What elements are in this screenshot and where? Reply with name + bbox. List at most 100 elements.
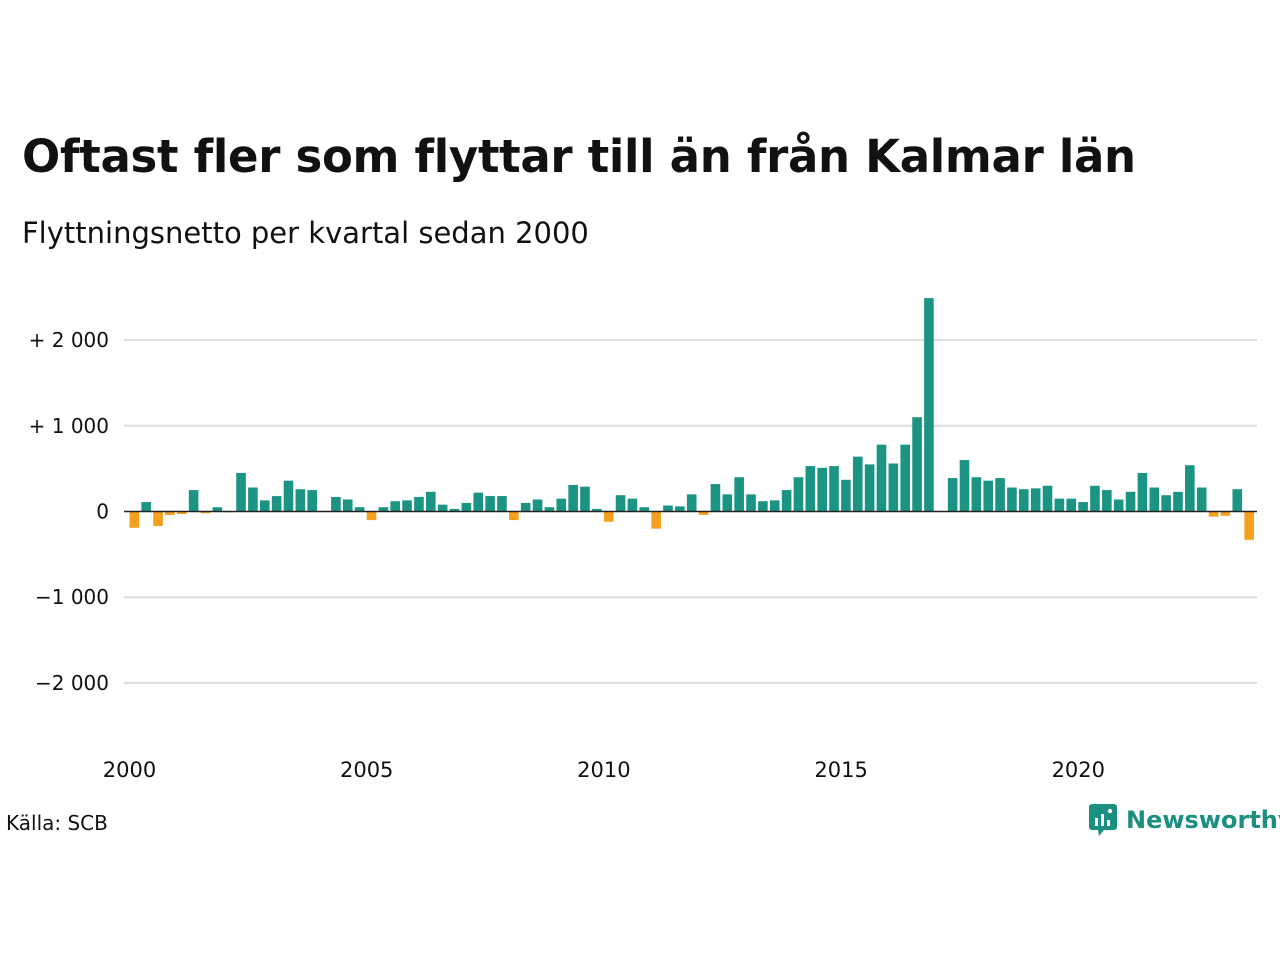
bar-positive: [485, 496, 495, 512]
bar-positive: [639, 507, 650, 512]
bar-positive: [1019, 489, 1029, 512]
bar-positive: [378, 507, 389, 512]
bar-positive: [271, 496, 282, 512]
bar-negative: [603, 511, 614, 522]
bar-positive: [627, 498, 638, 512]
y-tick-label: 0: [96, 500, 109, 524]
x-tick-label: 2000: [103, 758, 156, 782]
bar-positive: [971, 477, 982, 512]
bar-positive: [390, 501, 401, 512]
bar-chart: + 2 000 + 1 000 0 −1 000 −2 000 2000 2005 2010…: [29, 298, 1257, 782]
bar-positive: [829, 466, 839, 512]
bar-positive: [437, 504, 448, 512]
bar-positive: [556, 498, 567, 512]
y-tick-label: −1 000: [35, 585, 109, 609]
bar-positive: [520, 502, 531, 512]
bar-positive: [592, 508, 602, 512]
bar-positive: [769, 500, 780, 512]
bar-positive: [580, 486, 590, 512]
bar-positive: [924, 298, 934, 512]
bar-positive: [1066, 498, 1077, 512]
y-axis-labels: + 2 000 + 1 000 0 −1 000 −2 000: [29, 328, 109, 695]
bar-positive: [1125, 491, 1136, 512]
bars: [129, 298, 1254, 540]
bar-positive: [888, 463, 899, 512]
bar-positive: [959, 460, 970, 512]
bar-negative: [1208, 511, 1219, 517]
bar-positive: [1042, 485, 1053, 512]
bar-positive: [1196, 487, 1207, 512]
bar-positive: [805, 466, 816, 512]
bar-positive: [912, 417, 922, 512]
x-axis-labels: 2000 2005 2010 2015 2020: [103, 758, 1105, 782]
bar-positive: [331, 496, 341, 512]
bar-negative: [165, 511, 175, 515]
bar-positive: [532, 499, 543, 512]
bar-positive: [414, 496, 424, 512]
bar-positive: [781, 490, 792, 512]
y-tick-label: + 1 000: [29, 414, 109, 438]
bar-positive: [1185, 465, 1195, 512]
bar-positive: [473, 492, 484, 512]
bar-positive: [188, 490, 199, 512]
bar-positive: [1007, 487, 1017, 512]
y-tick-label: + 2 000: [29, 328, 109, 352]
bar-positive: [236, 472, 246, 512]
bar-positive: [734, 477, 744, 512]
grid-lines: [124, 339, 1257, 684]
bar-positive: [817, 467, 827, 512]
bar-positive: [141, 502, 151, 512]
x-tick-label: 2015: [814, 758, 867, 782]
bar-negative: [153, 511, 163, 527]
x-tick-label: 2010: [577, 758, 630, 782]
bar-positive: [710, 484, 721, 512]
bar-positive: [342, 499, 353, 512]
bar-positive: [983, 480, 994, 512]
bar-positive: [1173, 491, 1183, 512]
bar-positive: [307, 490, 317, 512]
bar-positive: [1102, 490, 1112, 512]
bar-positive: [1149, 487, 1160, 512]
bar-positive: [212, 507, 223, 512]
bar-positive: [686, 494, 697, 512]
bar-positive: [354, 507, 365, 512]
bar-positive: [449, 508, 460, 512]
bar-positive: [1137, 472, 1148, 512]
chart-subtitle: Flyttningsnetto per kvartal sedan 2000: [22, 216, 589, 250]
brand-name: Newsworthy: [1126, 806, 1280, 834]
bar-positive: [544, 507, 555, 512]
bar-negative: [698, 511, 709, 515]
bar-positive: [1232, 489, 1243, 512]
bar-positive: [283, 480, 294, 512]
x-tick-label: 2020: [1052, 758, 1105, 782]
newsworthy-logo-icon: [1089, 804, 1117, 836]
bar-positive: [852, 456, 863, 512]
bar-negative: [200, 511, 211, 514]
bar-positive: [1054, 498, 1065, 512]
bar-positive: [1161, 495, 1171, 512]
bar-positive: [841, 479, 851, 512]
bar-negative: [176, 511, 187, 515]
y-tick-label: −2 000: [35, 671, 109, 695]
chart-title: Oftast fler som flyttar till än från Kal…: [22, 130, 1136, 183]
bar-positive: [615, 495, 626, 512]
bar-positive: [568, 484, 578, 512]
bar-positive: [675, 506, 685, 512]
bar-positive: [248, 487, 258, 512]
bar-positive: [947, 478, 958, 512]
bar-negative: [129, 511, 140, 528]
bar-negative: [651, 511, 661, 529]
bar-positive: [722, 494, 733, 512]
bar-negative: [1244, 511, 1254, 540]
x-tick-label: 2005: [340, 758, 393, 782]
bar-positive: [402, 500, 412, 512]
brand[interactable]: Newsworthy: [1088, 803, 1280, 837]
source-note: Källa: SCB: [6, 811, 108, 835]
bar-positive: [295, 489, 306, 512]
bar-positive: [876, 444, 887, 512]
bar-positive: [461, 502, 472, 512]
bar-negative: [366, 511, 377, 521]
bar-positive: [1113, 499, 1124, 512]
bar-positive: [995, 478, 1005, 512]
bar-positive: [426, 491, 436, 512]
